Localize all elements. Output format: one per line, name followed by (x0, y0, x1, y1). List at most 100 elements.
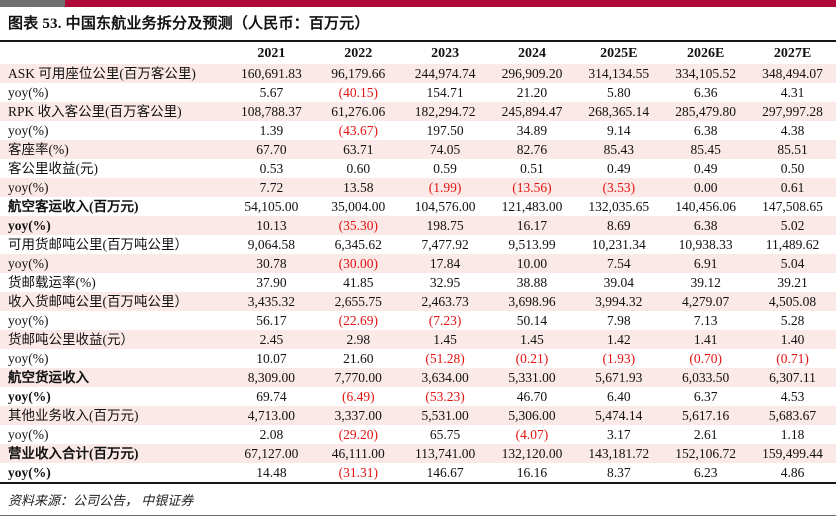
row-label: yoy(%) (8, 255, 49, 271)
table-row: yoy(%) 2.08 (29.20) 65.75 (4.07) 3.17 2.61 1.18 (0, 425, 836, 444)
value-cell: 0.51 (520, 160, 544, 176)
value-cell: (43.67) (338, 122, 378, 138)
brand-bar-gray-segment (0, 0, 65, 7)
value-cell: 6.38 (693, 217, 718, 233)
value-cell: 21.60 (343, 350, 374, 366)
value-cell: 7.54 (606, 255, 631, 271)
row-label: 收入货邮吨公里(百万吨公里） (8, 293, 188, 309)
value-cell: 61,276.06 (331, 103, 386, 119)
row-label: 客公里收益(元) (8, 160, 98, 176)
value-cell: 5,331.00 (508, 369, 556, 385)
value-cell: 159,499.44 (762, 445, 823, 461)
value-cell: 198.75 (426, 217, 464, 233)
row-label: 营业收入合计(百万元) (8, 445, 139, 461)
value-cell: 0.53 (259, 160, 284, 176)
value-cell: 160,691.83 (241, 65, 302, 81)
value-cell: 39.12 (690, 274, 721, 290)
table-row: yoy(%) 69.74 (6.49) (53.23) 46.70 6.40 6.37 4.5… (0, 387, 836, 406)
row-label: yoy(%) (8, 179, 49, 195)
value-cell: 152,106.72 (675, 445, 737, 461)
row-label: ASK 可用座位公里(百万客公里) (8, 65, 196, 81)
value-cell: 132,120.00 (501, 445, 563, 461)
value-cell: 14.48 (256, 464, 287, 480)
value-cell: 39.21 (777, 274, 808, 290)
value-cell: 2.98 (346, 331, 371, 347)
value-cell: 10.00 (516, 255, 548, 271)
value-cell: 10.13 (256, 217, 287, 233)
value-cell: 182,294.72 (414, 103, 476, 119)
value-cell: 1.45 (520, 331, 544, 347)
value-cell: 197.50 (426, 122, 464, 138)
value-cell: (0.71) (776, 350, 809, 366)
value-cell: 85.51 (777, 141, 808, 157)
value-cell: 67.70 (256, 141, 287, 157)
table-row: yoy(%) 7.72 13.58 (1.99) (13.56) (3.53) 0.00 0.… (0, 177, 836, 197)
forecast-table: 2021 2022 2023 2024 2025E 2026E 2027E ASK 可用座位… (0, 42, 836, 484)
value-cell: 8.37 (606, 464, 631, 480)
value-cell: 348,494.07 (762, 65, 823, 81)
value-cell: 4.38 (780, 122, 805, 138)
table-row: yoy(%) 14.48 (31.31) 146.67 16.16 8.37 6.23 4.8… (0, 463, 836, 483)
row-label: yoy(%) (8, 312, 49, 328)
value-cell: 1.39 (259, 122, 284, 138)
value-cell: 5.80 (606, 84, 631, 100)
value-cell: 334,105.52 (675, 65, 737, 81)
value-cell: 37.90 (256, 274, 287, 290)
table-row: yoy(%) 56.17 (22.69) (7.23) 50.14 7.98 7.13 5.2… (0, 311, 836, 330)
value-cell: 4.53 (780, 388, 805, 404)
year-header-row: 2021 2022 2023 2024 2025E 2026E 2027E (0, 42, 836, 64)
value-cell: (53.23) (425, 388, 465, 404)
figure-title: 图表 53. 中国东航业务拆分及预测（人民币：百万元） (0, 7, 836, 42)
value-cell: 5.04 (780, 255, 805, 271)
value-cell: 56.17 (256, 312, 287, 328)
year-column-header: 2025E (600, 45, 638, 61)
row-label: 航空客运收入(百万元) (8, 198, 139, 214)
table-row: yoy(%) 30.78 (30.00) 17.84 10.00 7.54 6.91 5.04 (0, 253, 836, 273)
value-cell: (6.49) (341, 388, 375, 404)
value-cell: 1.18 (780, 426, 805, 442)
value-cell: (40.15) (338, 84, 378, 100)
value-cell: 10.07 (256, 350, 287, 366)
value-cell: 268,365.14 (588, 103, 650, 119)
value-cell: 8,309.00 (247, 369, 296, 385)
value-cell: (3.53) (602, 179, 636, 195)
value-cell: 296,909.20 (501, 65, 563, 81)
value-cell: (22.69) (338, 312, 378, 328)
row-label: yoy(%) (8, 388, 51, 404)
value-cell: 54,105.00 (244, 198, 299, 214)
value-cell: (13.56) (512, 179, 552, 195)
row-label: 货邮载运率(%) (8, 274, 96, 290)
value-cell: 6,307.11 (769, 369, 816, 385)
value-cell: 285,479.80 (675, 103, 737, 119)
brand-bar (0, 0, 836, 7)
row-label: yoy(%) (8, 350, 49, 366)
value-cell: 5,683.67 (768, 407, 817, 423)
value-cell: 140,456.06 (675, 198, 737, 214)
value-cell: 6.40 (606, 388, 631, 404)
value-cell: 0.60 (346, 160, 371, 176)
table-row: yoy(%) 10.13 (35.30) 198.75 16.17 8.69 6.38 5.0… (0, 215, 836, 235)
value-cell: 96,179.66 (331, 65, 386, 81)
value-cell: 34.89 (516, 122, 548, 138)
value-cell: 85.43 (603, 141, 634, 157)
value-cell: 17.84 (429, 255, 461, 271)
value-cell: 16.17 (516, 217, 548, 233)
table-row: 营业收入合计(百万元) 67,127.00 46,111.00 113,741.00 1… (0, 443, 836, 463)
value-cell: 21.20 (516, 84, 548, 100)
value-cell: 2,655.75 (334, 293, 382, 309)
value-cell: 3,994.32 (595, 293, 643, 309)
value-cell: 1.40 (780, 331, 805, 347)
value-cell: 3,698.96 (508, 293, 556, 309)
value-cell: (35.30) (338, 217, 378, 233)
value-cell: 5,617.16 (682, 407, 730, 423)
row-label: 航空货运收入 (8, 369, 89, 385)
value-cell: 4,505.08 (768, 293, 817, 309)
value-cell: 1.42 (606, 331, 631, 347)
table-row: yoy(%) 5.67 (40.15) 154.71 21.20 5.80 6.36 4.31 (0, 83, 836, 102)
bottom-rule (0, 515, 836, 516)
value-cell: 0.00 (693, 179, 718, 195)
value-cell: 67,127.00 (244, 445, 299, 461)
value-cell: 297,997.28 (762, 103, 823, 119)
value-cell: 50.14 (516, 312, 548, 328)
value-cell: 35,004.00 (331, 198, 386, 214)
